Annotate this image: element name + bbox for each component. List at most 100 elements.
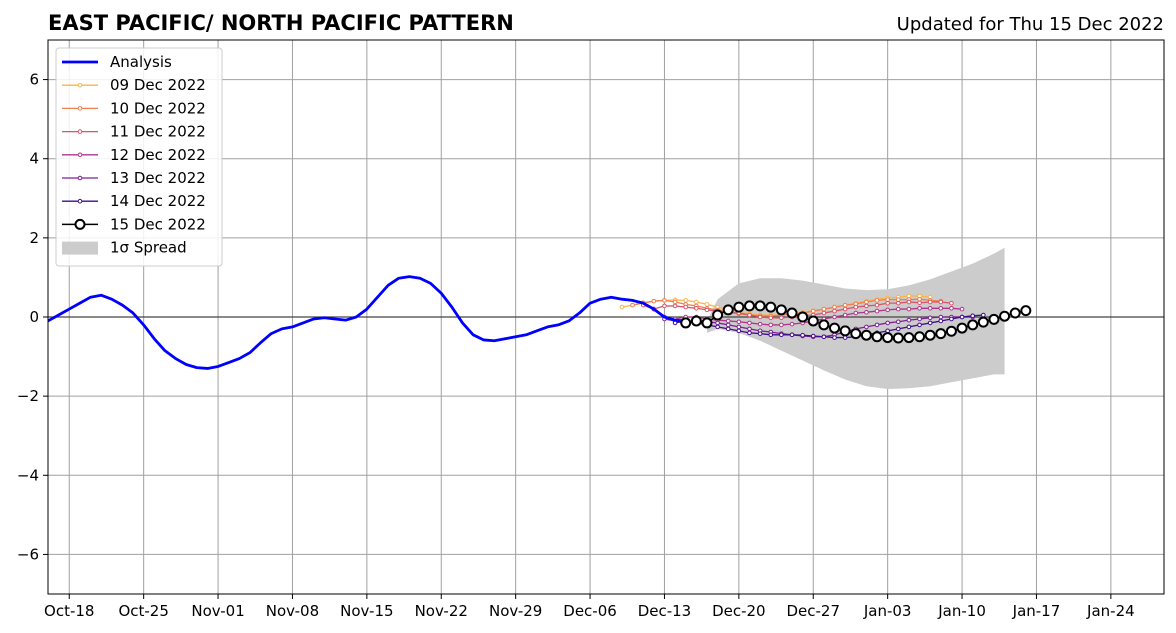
x-tick-label: Jan-17 — [1012, 602, 1061, 620]
forecast-point — [874, 298, 880, 303]
forecast-point — [747, 330, 752, 336]
latest-forecast-point — [924, 329, 936, 341]
forecast-point — [768, 315, 774, 321]
latest-forecast-point — [850, 328, 862, 340]
latest-forecast-point — [743, 300, 755, 312]
chart-subtitle: Updated for Thu 15 Dec 2022 — [897, 14, 1164, 35]
forecast-point — [842, 302, 848, 308]
forecast-point — [683, 298, 689, 303]
forecast-point — [864, 324, 869, 330]
chart-title: EAST PACIFIC/ NORTH PACIFIC PATTERN — [48, 11, 514, 35]
forecast-point — [895, 319, 901, 325]
forecast-point — [853, 304, 859, 310]
forecast-point — [917, 300, 922, 306]
legend-box — [55, 47, 223, 267]
series-lines — [47, 275, 1032, 370]
latest-forecast-point — [882, 332, 894, 344]
forecast-point — [927, 320, 933, 326]
latest-forecast-point — [807, 315, 819, 327]
forecast-point — [768, 322, 774, 328]
forecast-point — [949, 316, 954, 322]
legend-swatch-spread — [62, 241, 98, 255]
latest-forecast-point — [892, 332, 904, 344]
x-tick-label: Oct-25 — [118, 602, 168, 620]
latest-forecast-point — [754, 300, 766, 312]
legend-swatch-marker — [77, 106, 83, 111]
forecast-point — [619, 304, 625, 310]
x-tick-label: Jan-10 — [937, 602, 986, 620]
latest-forecast-point — [712, 309, 724, 321]
forecast-point — [704, 302, 710, 307]
forecast-point — [874, 308, 880, 314]
forecast-point — [725, 322, 731, 328]
forecast-point — [895, 306, 901, 312]
x-tick-label: Dec-20 — [712, 602, 766, 620]
forecast-point — [779, 315, 784, 321]
forecast-point — [949, 300, 954, 306]
y-tick-label: −2 — [17, 387, 39, 405]
forecast-point — [821, 310, 827, 316]
forecast-point — [715, 320, 720, 326]
forecast-point — [747, 320, 752, 326]
latest-forecast-point — [701, 317, 713, 329]
forecast-point — [704, 307, 710, 313]
forecast-point — [768, 332, 774, 338]
latest-forecast-series — [680, 300, 1032, 344]
latest-forecast-point — [818, 319, 830, 331]
forecast-point — [672, 299, 678, 305]
forecast-point — [789, 332, 795, 338]
forecast-point — [842, 312, 848, 318]
forecast-point — [810, 333, 816, 339]
forecast-point — [832, 308, 837, 314]
forecast-point — [906, 317, 912, 323]
x-tick-label: Nov-15 — [340, 602, 393, 620]
forecast-point — [906, 306, 912, 312]
legend-label: 09 Dec 2022 — [110, 76, 206, 94]
forecast-point — [885, 307, 890, 313]
forecast-point — [938, 299, 944, 305]
latest-forecast-point — [935, 328, 947, 340]
legend-swatch-marker — [74, 218, 86, 230]
forecast-point — [747, 326, 752, 332]
forecast-point — [821, 306, 827, 312]
latest-forecast-point — [945, 325, 957, 337]
forecast-point — [842, 306, 848, 312]
forecast-point — [736, 319, 742, 325]
forecast-point — [789, 321, 795, 327]
x-tick-label: Jan-24 — [1086, 602, 1135, 620]
legend-label: 11 Dec 2022 — [110, 123, 206, 141]
x-tick-label: Nov-22 — [415, 602, 468, 620]
x-tick-label: Dec-27 — [786, 602, 840, 620]
latest-forecast-point — [786, 307, 798, 319]
x-tick-label: Nov-08 — [266, 602, 319, 620]
forecast-point — [917, 296, 922, 302]
forecast-point — [927, 305, 933, 311]
forecast-point — [927, 299, 933, 305]
forecast-point — [938, 318, 944, 324]
forecast-point — [906, 324, 912, 330]
latest-forecast-point — [733, 301, 745, 313]
legend-swatch-marker — [77, 198, 83, 204]
forecast-point — [757, 321, 763, 327]
analysis-line — [47, 275, 686, 370]
forecast-point — [927, 315, 933, 321]
legend-label: 15 Dec 2022 — [110, 215, 206, 233]
forecast-point — [662, 298, 667, 303]
latest-forecast-point — [860, 329, 872, 341]
forecast-point — [949, 305, 954, 311]
latest-forecast-point — [988, 313, 1000, 325]
forecast-point — [895, 326, 901, 332]
y-tick-label: −4 — [17, 466, 39, 484]
forecast-point — [779, 322, 784, 328]
forecast-point — [757, 314, 763, 320]
forecast-point — [832, 335, 837, 340]
forecast-point — [981, 312, 986, 318]
legend-swatch-marker — [77, 152, 83, 158]
latest-forecast-point — [829, 322, 841, 334]
spread-band — [706, 247, 1005, 390]
latest-forecast-point — [722, 304, 734, 316]
forecast-point — [651, 298, 657, 304]
forecast-point — [938, 314, 944, 320]
forecast-point — [895, 297, 901, 302]
